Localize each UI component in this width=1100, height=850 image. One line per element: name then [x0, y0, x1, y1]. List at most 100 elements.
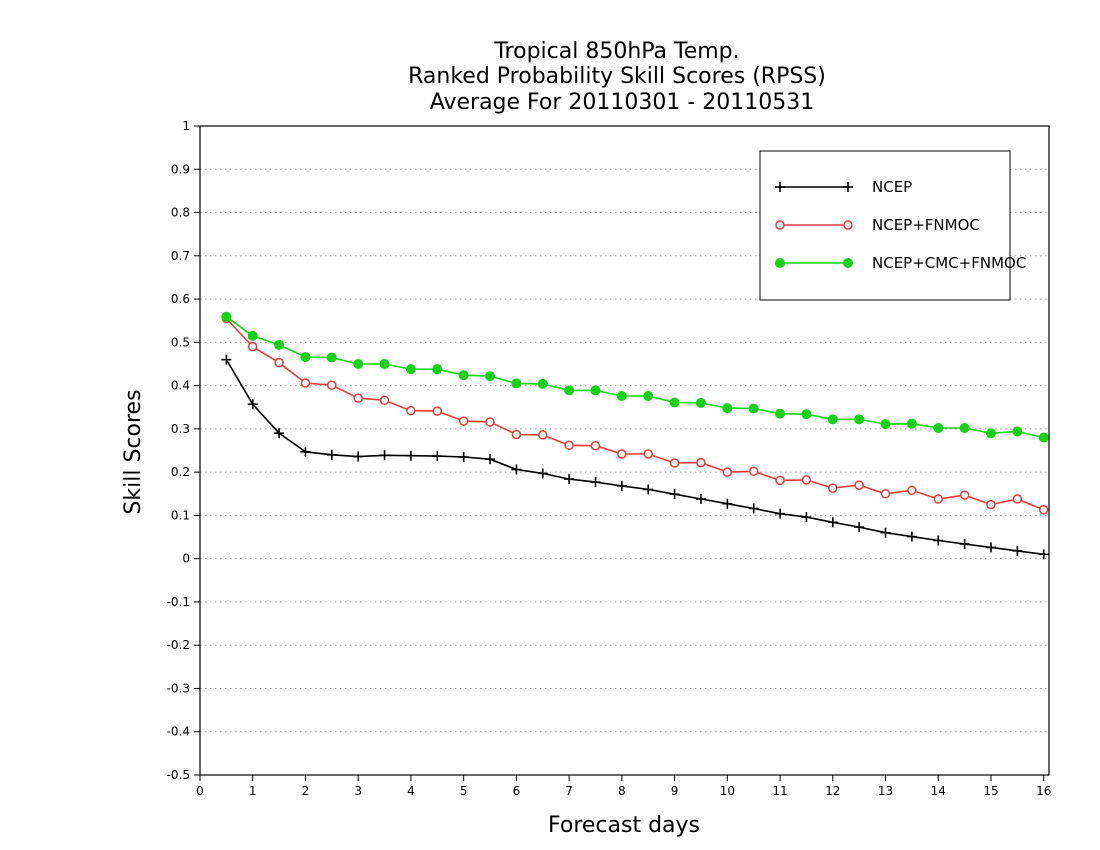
series-ncep	[221, 354, 1049, 560]
data-point-ncep-cmc-fnmoc	[827, 414, 838, 425]
data-point-ncep-fnmoc	[880, 489, 891, 499]
data-point-ncep-fnmoc	[696, 457, 706, 468]
legend-item-ncep-cmc-fnmoc: NCEP+CMC+FNMOC	[775, 254, 1026, 272]
data-point-ncep-cmc-fnmoc	[669, 397, 680, 408]
data-point-ncep	[1038, 549, 1049, 560]
data-point-ncep-cmc-fnmoc	[695, 397, 706, 408]
legend-label: NCEP+FNMOC	[872, 216, 980, 234]
data-point-ncep-fnmoc	[274, 357, 284, 368]
y-tick-label: -0.3	[167, 681, 190, 695]
data-point-ncep-cmc-fnmoc	[880, 419, 891, 430]
data-point-ncep-cmc-fnmoc	[748, 403, 759, 414]
y-tick-label: 0.5	[171, 335, 190, 349]
data-point-ncep-fnmoc	[432, 406, 443, 416]
x-tick-label: 4	[407, 784, 415, 798]
data-point-ncep-cmc-fnmoc	[590, 385, 601, 396]
data-point-ncep-fnmoc	[986, 499, 996, 510]
data-point-ncep-cmc-fnmoc	[775, 408, 786, 419]
data-point-ncep	[247, 399, 258, 410]
data-point-ncep-cmc-fnmoc	[1012, 426, 1023, 437]
data-point-ncep	[405, 450, 416, 461]
data-point-ncep-fnmoc	[775, 475, 785, 486]
data-point-ncep	[353, 451, 364, 462]
x-tick-label: 7	[565, 784, 573, 798]
data-point-ncep-fnmoc	[353, 393, 363, 403]
legend-marker	[843, 220, 853, 230]
y-tick-label: 0.6	[171, 292, 190, 306]
legend-marker	[775, 220, 785, 230]
data-point-ncep	[801, 512, 812, 523]
data-point-ncep-cmc-fnmoc	[432, 364, 443, 375]
data-point-ncep-cmc-fnmoc	[221, 311, 232, 322]
data-point-ncep	[564, 474, 575, 485]
data-point-ncep	[748, 503, 759, 514]
legend-marker	[843, 182, 853, 192]
data-point-ncep-cmc-fnmoc	[643, 390, 654, 401]
data-point-ncep-cmc-fnmoc	[511, 378, 522, 389]
data-point-ncep-fnmoc	[643, 449, 653, 459]
chart-title-line-1: Tropical 850hPa Temp.	[493, 39, 739, 64]
data-point-ncep-cmc-fnmoc	[985, 428, 996, 439]
chart-title-line-3: Average For 20110301 - 20110531	[430, 90, 815, 115]
y-tick-label: -0.4	[167, 725, 190, 739]
data-point-ncep	[695, 493, 706, 504]
y-tick-label: -0.1	[167, 595, 190, 609]
data-point-ncep-cmc-fnmoc	[379, 358, 390, 369]
data-series	[221, 311, 1049, 560]
data-point-ncep-fnmoc	[1038, 505, 1049, 515]
legend: NCEP NCEP+FNMOC NCEP+CMC+FNMOC	[759, 150, 1026, 301]
data-point-ncep-fnmoc	[959, 490, 970, 500]
y-tick-label: 0.3	[171, 422, 190, 436]
data-point-ncep-fnmoc	[327, 380, 337, 390]
y-tick-label: 0.9	[171, 162, 190, 176]
data-point-ncep	[643, 484, 654, 495]
data-point-ncep	[880, 527, 891, 538]
data-point-ncep	[985, 542, 996, 553]
x-tick-label: 11	[772, 784, 787, 798]
grid-lines	[200, 168, 1049, 733]
legend-label: NCEP+CMC+FNMOC	[872, 254, 1026, 272]
data-point-ncep-fnmoc	[669, 458, 680, 468]
y-tick-label: 1	[182, 119, 190, 133]
series-line-ncep	[225, 359, 1044, 556]
data-point-ncep-cmc-fnmoc	[537, 378, 548, 389]
x-tick-label: 15	[983, 784, 998, 798]
series-ncep-cmc-fnmoc	[221, 311, 1049, 443]
x-tick-label: 8	[618, 784, 626, 798]
data-point-ncep	[775, 508, 786, 519]
data-point-ncep-fnmoc	[1012, 494, 1023, 504]
y-tick-label: 0.2	[171, 465, 190, 479]
data-point-ncep-fnmoc	[458, 416, 469, 426]
data-point-ncep-fnmoc	[801, 475, 812, 485]
data-point-ncep	[511, 464, 522, 475]
chart-title: Tropical 850hPa Temp. Ranked Probability…	[408, 39, 826, 115]
data-point-ncep	[485, 454, 496, 465]
data-point-ncep-cmc-fnmoc	[405, 364, 416, 375]
data-point-ncep	[432, 451, 443, 462]
data-point-ncep	[326, 449, 337, 460]
data-point-ncep-cmc-fnmoc	[933, 423, 944, 434]
data-point-ncep-fnmoc	[538, 430, 548, 440]
series-line-ncep-cmc-fnmoc	[225, 316, 1044, 439]
x-tick-label: 2	[302, 784, 310, 798]
data-point-ncep-fnmoc	[300, 378, 311, 388]
data-point-ncep-fnmoc	[722, 467, 733, 477]
data-point-ncep	[274, 428, 285, 439]
data-point-ncep-fnmoc	[247, 341, 258, 352]
data-point-ncep-cmc-fnmoc	[564, 385, 575, 396]
data-point-ncep	[379, 450, 390, 461]
data-point-ncep-cmc-fnmoc	[801, 409, 812, 420]
data-point-ncep-fnmoc	[854, 480, 864, 490]
data-point-ncep-cmc-fnmoc	[906, 418, 917, 429]
data-point-ncep-cmc-fnmoc	[485, 371, 496, 382]
data-point-ncep-fnmoc	[379, 395, 390, 406]
y-tick-label: 0.7	[171, 249, 190, 263]
data-point-ncep-cmc-fnmoc	[616, 390, 627, 401]
data-point-ncep	[537, 468, 548, 479]
axes: -0.5 -0.4 -0.3 -0.2 -0.1 0 0.1 0.2 0.3 0.4 0.5 0.6 0…	[167, 119, 1052, 798]
y-axis-label: Skill Scores	[121, 389, 146, 514]
data-point-ncep-fnmoc	[933, 494, 944, 504]
data-point-ncep	[590, 477, 601, 488]
data-point-ncep-cmc-fnmoc	[353, 358, 364, 369]
